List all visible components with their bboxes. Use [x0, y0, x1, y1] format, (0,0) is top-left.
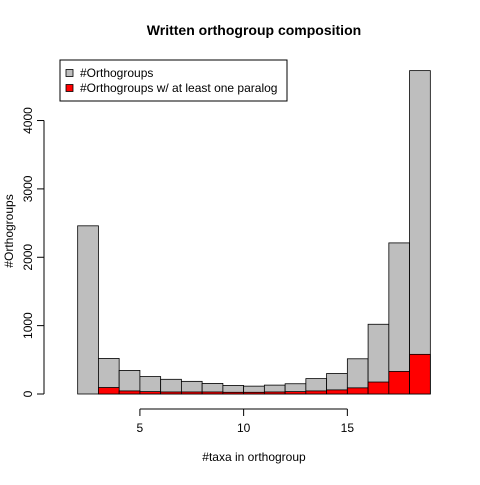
- bar-paralog-18: [409, 353, 431, 395]
- bar-paralog-13: [305, 390, 328, 395]
- bar-paralog-17: [388, 371, 410, 395]
- bar-total-2: [77, 225, 99, 395]
- y-tick-label-2000: 2000: [21, 244, 35, 271]
- bar-total-18: [409, 70, 431, 395]
- x-tick-label-5: 5: [137, 421, 144, 435]
- y-axis: 0 1000 2000 3000 4000: [21, 107, 45, 397]
- legend-swatch-0: [65, 69, 74, 77]
- bar-paralog-6: [160, 391, 182, 395]
- y-axis-label: #Orthogroups: [2, 194, 16, 267]
- y-tick-label-4000: 4000: [21, 107, 35, 134]
- legend-label-1: #Orthogroups w/ at least one paralog: [80, 81, 277, 95]
- bar-paralog-15: [346, 387, 369, 395]
- bar-paralog-5: [139, 391, 162, 395]
- y-tick-label-0: 0: [21, 390, 35, 397]
- bar-paralog-3: [98, 387, 120, 395]
- x-tick-label-15: 15: [341, 421, 355, 435]
- x-tick-label-10: 10: [237, 421, 251, 435]
- bar-total-4: [118, 370, 141, 395]
- bar-paralog-4: [118, 390, 141, 395]
- bar-paralog-10: [243, 391, 265, 395]
- legend-box: [59, 59, 288, 102]
- x-axis: 5 10 15: [137, 408, 355, 435]
- bar-paralog-8: [201, 391, 224, 395]
- bar-paralog-14: [326, 389, 348, 395]
- legend-swatch-1: [65, 84, 74, 92]
- bar-paralog-12: [284, 391, 307, 395]
- y-tick-label-3000: 3000: [21, 175, 35, 202]
- chart-title: Written orthogroup composition: [147, 22, 361, 38]
- y-tick-label-1000: 1000: [21, 312, 35, 339]
- bars-layer: [77, 70, 431, 395]
- bar-paralog-7: [180, 391, 203, 395]
- bar-paralog-16: [367, 381, 390, 395]
- bar-paralog-11: [263, 391, 286, 395]
- bar-paralog-9: [222, 391, 245, 395]
- legend-label-0: #Orthogroups: [80, 66, 153, 80]
- legend: #Orthogroups#Orthogroups w/ at least one…: [59, 59, 288, 102]
- x-axis-label: #taxa in orthogroup: [202, 450, 306, 464]
